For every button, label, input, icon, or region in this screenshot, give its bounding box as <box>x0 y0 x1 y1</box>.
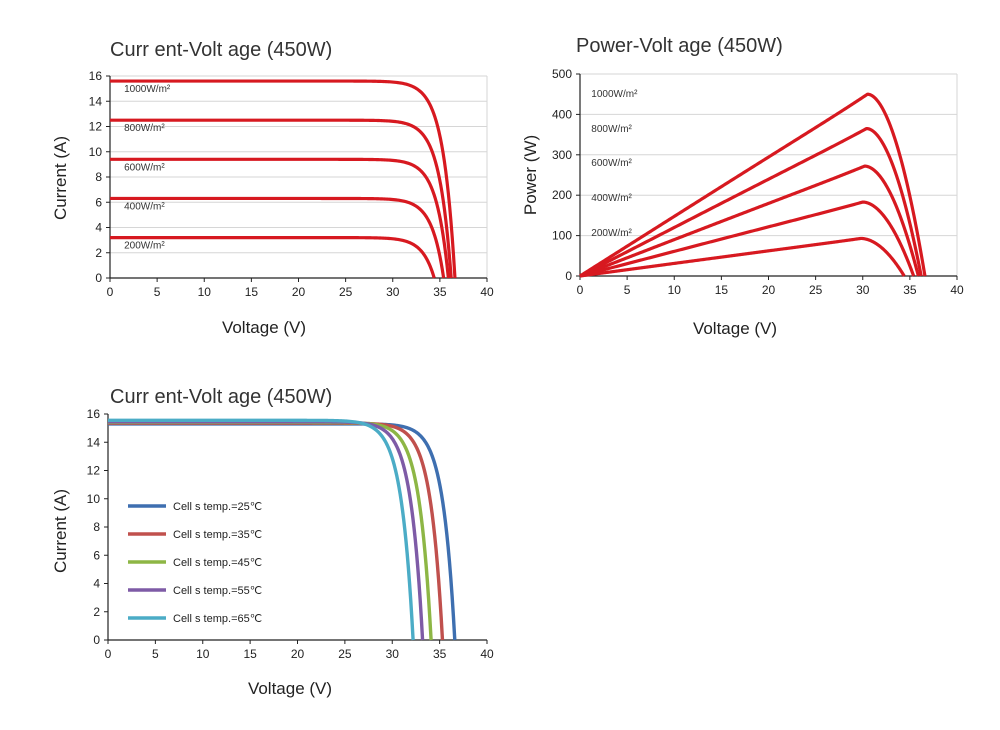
x-tick-label: 30 <box>386 647 400 661</box>
series-line <box>579 164 920 278</box>
series-line <box>109 79 457 279</box>
series-label: 200W/m² <box>124 241 165 252</box>
y-tick-label: 0 <box>95 271 102 285</box>
x-tick-label: 0 <box>577 283 584 297</box>
x-tick-label: 25 <box>809 283 823 297</box>
y-tick-label: 14 <box>87 435 101 449</box>
x-tick-label: 5 <box>624 283 631 297</box>
y-tick-label: 100 <box>552 229 572 243</box>
series-label: 1000W/m² <box>591 89 638 100</box>
y-tick-label: 2 <box>95 246 102 260</box>
x-tick-label: 30 <box>856 283 870 297</box>
series-line <box>579 126 923 278</box>
y-tick-label: 12 <box>87 464 101 478</box>
y-tick-label: 4 <box>95 221 102 235</box>
iv-temperature-chart: Curr ent-Volt age (450W) Voltage (V) Cur… <box>51 386 494 698</box>
y-tick-label: 6 <box>93 548 100 562</box>
y-tick-label: 400 <box>552 107 572 121</box>
x-tick-label: 15 <box>243 647 257 661</box>
series-line <box>109 196 446 279</box>
y-axis-label: Current (A) <box>51 136 70 220</box>
x-axis-label: Voltage (V) <box>693 319 777 338</box>
series-label: 1000W/m² <box>124 84 171 95</box>
series-line <box>107 420 433 641</box>
x-axis-label: Voltage (V) <box>222 318 306 337</box>
x-tick-label: 15 <box>715 283 729 297</box>
y-tick-label: 200 <box>552 188 572 202</box>
y-axis-label: Current (A) <box>51 489 70 573</box>
y-tick-label: 0 <box>93 633 100 647</box>
x-tick-label: 20 <box>292 285 306 299</box>
y-tick-label: 12 <box>89 120 103 134</box>
series-line <box>107 420 425 641</box>
x-tick-label: 10 <box>668 283 682 297</box>
y-tick-label: 300 <box>552 148 572 162</box>
y-tick-label: 2 <box>93 605 100 619</box>
x-tick-label: 15 <box>245 285 259 299</box>
series-line <box>579 236 906 278</box>
x-tick-label: 10 <box>196 647 210 661</box>
x-tick-label: 40 <box>480 647 494 661</box>
legend-label: Cell s temp.=35℃ <box>173 529 262 541</box>
x-tick-label: 40 <box>480 285 494 299</box>
y-tick-label: 500 <box>552 67 572 81</box>
x-tick-label: 20 <box>291 647 305 661</box>
x-tick-label: 10 <box>198 285 212 299</box>
x-tick-label: 0 <box>105 647 112 661</box>
x-tick-label: 35 <box>433 647 447 661</box>
x-tick-label: 25 <box>339 285 353 299</box>
x-tick-label: 20 <box>762 283 776 297</box>
x-tick-label: 35 <box>433 285 447 299</box>
y-tick-label: 16 <box>89 69 103 83</box>
x-tick-label: 40 <box>950 283 964 297</box>
x-axis-label: Voltage (V) <box>248 679 332 698</box>
series-label: 800W/m² <box>124 123 165 134</box>
x-tick-label: 5 <box>152 647 159 661</box>
series-line <box>109 236 436 279</box>
chart-title: Curr ent-Volt age (450W) <box>110 39 332 61</box>
x-tick-label: 5 <box>154 285 161 299</box>
x-tick-label: 0 <box>107 285 114 299</box>
series-label: 400W/m² <box>591 193 632 204</box>
series-label: 800W/m² <box>591 124 632 135</box>
legend-label: Cell s temp.=65℃ <box>173 613 262 625</box>
iv-irradiance-chart: Curr ent-Volt age (450W) Voltage (V) Cur… <box>51 39 494 337</box>
legend-label: Cell s temp.=25℃ <box>173 501 262 513</box>
y-tick-label: 0 <box>565 269 572 283</box>
series-label: 400W/m² <box>124 201 165 212</box>
y-tick-label: 10 <box>89 145 103 159</box>
series-line <box>109 118 453 279</box>
y-tick-label: 10 <box>87 492 101 506</box>
series-label: 600W/m² <box>124 162 165 173</box>
y-tick-label: 6 <box>95 195 102 209</box>
y-tick-label: 8 <box>95 170 102 184</box>
legend-label: Cell s temp.=55℃ <box>173 585 262 597</box>
y-tick-label: 16 <box>87 407 101 421</box>
y-tick-label: 4 <box>93 577 100 591</box>
series-label: 200W/m² <box>591 228 632 239</box>
series-line <box>579 200 916 278</box>
chart-title: Curr ent-Volt age (450W) <box>110 386 332 408</box>
chart-title: Power-Volt age (450W) <box>576 35 783 57</box>
series-label: 600W/m² <box>591 158 632 169</box>
pv-irradiance-chart: Power-Volt age (450W) Voltage (V) Power … <box>521 35 964 338</box>
series-line <box>579 92 927 278</box>
y-tick-label: 14 <box>89 94 103 108</box>
y-tick-label: 8 <box>93 520 100 534</box>
x-tick-label: 30 <box>386 285 400 299</box>
series-line <box>109 157 450 279</box>
series-line <box>107 418 415 641</box>
x-tick-label: 35 <box>903 283 917 297</box>
y-axis-label: Power (W) <box>521 135 540 215</box>
x-tick-label: 25 <box>338 647 352 661</box>
series-line <box>107 422 457 641</box>
legend-label: Cell s temp.=45℃ <box>173 557 262 569</box>
